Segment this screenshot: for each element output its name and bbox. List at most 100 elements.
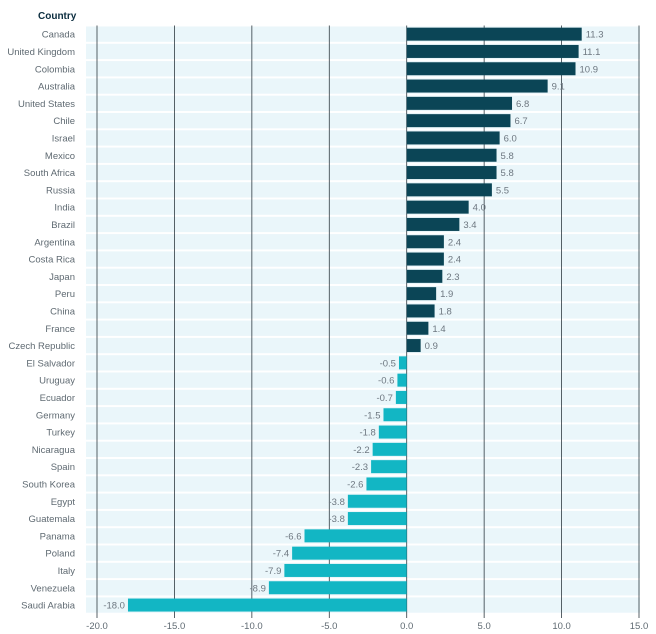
category-label: Israel <box>52 133 75 144</box>
bar <box>378 425 407 439</box>
bar <box>406 183 492 197</box>
row-background <box>86 95 640 111</box>
bar <box>406 200 469 214</box>
bar <box>398 356 407 370</box>
bar <box>406 287 437 301</box>
category-label: Mexico <box>45 151 75 162</box>
row-background <box>86 441 640 457</box>
category-label: Nicaragua <box>32 445 76 456</box>
value-label: 1.8 <box>439 306 452 317</box>
category-label: Canada <box>42 30 76 41</box>
bar <box>347 494 407 508</box>
value-label: 6.7 <box>514 116 527 127</box>
x-tick-label: -10.0 <box>241 621 263 632</box>
bar <box>406 79 548 93</box>
value-label: -0.6 <box>378 376 394 387</box>
category-label: Italy <box>58 566 76 577</box>
value-label: 10.9 <box>580 64 599 75</box>
row-background <box>86 199 640 215</box>
value-label: 5.5 <box>496 185 509 196</box>
bar <box>268 581 407 595</box>
value-label: 6.0 <box>504 133 517 144</box>
value-label: 6.8 <box>516 99 529 110</box>
category-label: Colombia <box>35 64 76 75</box>
category-label: Germany <box>36 410 75 421</box>
category-labels: Canada United Kingdom Colombia Australia Uni… <box>7 30 75 612</box>
value-label: 2.4 <box>448 255 461 266</box>
category-label: Australia <box>38 82 76 93</box>
value-label: -7.9 <box>265 566 281 577</box>
value-label: -1.8 <box>359 428 375 439</box>
category-label: Peru <box>55 289 75 300</box>
value-label: -0.7 <box>376 393 392 404</box>
bar <box>371 460 407 474</box>
bar <box>406 217 460 231</box>
category-label: United States <box>18 99 75 110</box>
x-tick-label: -20.0 <box>86 621 108 632</box>
category-label: South Korea <box>22 479 76 490</box>
category-label: Costa Rica <box>29 255 76 266</box>
value-label: 1.4 <box>432 324 445 335</box>
row-background <box>86 355 640 371</box>
value-label: -18.0 <box>103 601 125 612</box>
row-background <box>86 407 640 423</box>
bar <box>406 44 579 58</box>
category-label: Spain <box>51 462 75 473</box>
row-background <box>86 113 640 129</box>
category-label: France <box>45 324 75 335</box>
row-background <box>86 164 640 181</box>
x-axis-tick-labels: -20.0 -15.0 -10.0 -5.0 0.0 5.0 10.0 15.0 <box>86 621 648 632</box>
category-label: Egypt <box>51 497 76 508</box>
row-background <box>86 303 640 319</box>
category-label: Russia <box>46 185 76 196</box>
value-label: 4.0 <box>473 203 486 214</box>
bar <box>347 512 407 526</box>
category-label: Guatemala <box>29 514 76 525</box>
value-label: -8.9 <box>250 583 266 594</box>
bar <box>406 27 582 41</box>
x-tick-label: -5.0 <box>321 621 337 632</box>
value-label: 5.8 <box>501 168 514 179</box>
value-label: -2.3 <box>352 462 368 473</box>
row-background <box>86 476 640 492</box>
row-background <box>86 268 640 284</box>
bar <box>397 373 407 387</box>
category-label: India <box>54 203 75 214</box>
row-background <box>86 130 640 146</box>
bar <box>406 321 429 335</box>
value-label: 3.4 <box>463 220 476 231</box>
category-label: Turkey <box>46 428 75 439</box>
value-label: -3.8 <box>328 514 344 525</box>
bar <box>127 598 407 612</box>
row-background <box>86 389 640 406</box>
value-label: -6.6 <box>285 531 301 542</box>
category-label: Brazil <box>51 220 75 231</box>
row-background <box>86 320 640 336</box>
category-label: Czech Republic <box>8 341 75 352</box>
category-label: Venezuela <box>31 583 76 594</box>
row-background <box>86 147 640 163</box>
bar <box>383 408 407 422</box>
value-label: 9.1 <box>552 82 565 93</box>
bar <box>395 390 407 404</box>
bar <box>406 252 444 266</box>
bar <box>284 563 407 577</box>
bar <box>406 339 421 353</box>
row-background <box>86 234 640 250</box>
bar <box>366 477 407 491</box>
row-background <box>86 459 640 475</box>
bar <box>406 166 497 180</box>
row-background <box>86 372 640 388</box>
category-label: Chile <box>53 116 75 127</box>
category-label: United Kingdom <box>7 47 75 58</box>
bar <box>406 62 576 76</box>
bar <box>406 235 444 249</box>
bars <box>127 27 582 612</box>
value-label: -1.5 <box>364 410 380 421</box>
row-background <box>86 182 640 198</box>
row-background <box>86 251 640 267</box>
value-label: 11.1 <box>583 47 601 58</box>
bar <box>406 131 500 145</box>
category-header: Country <box>38 11 77 22</box>
